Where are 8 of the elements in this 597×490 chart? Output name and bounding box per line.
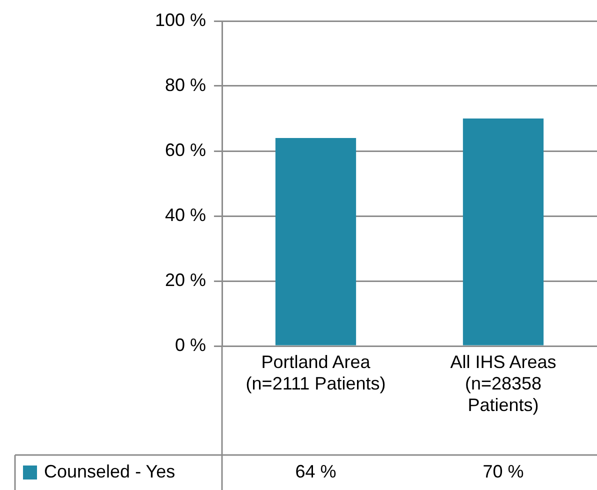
x-tick-label: Portland Area (n=2111 Patients) [246, 352, 386, 394]
y-tick-label: 0 % [174, 334, 206, 355]
y-tick-label: 60 % [164, 140, 206, 160]
y-tick-label: 80 % [164, 74, 206, 95]
x-tick-label: All IHS Areas (n=28358 Patients) [450, 352, 556, 415]
y-tick-label: 40 % [164, 204, 206, 225]
y-tick-label: 100 % [154, 10, 206, 30]
y-tick-label: 20 % [164, 270, 206, 290]
